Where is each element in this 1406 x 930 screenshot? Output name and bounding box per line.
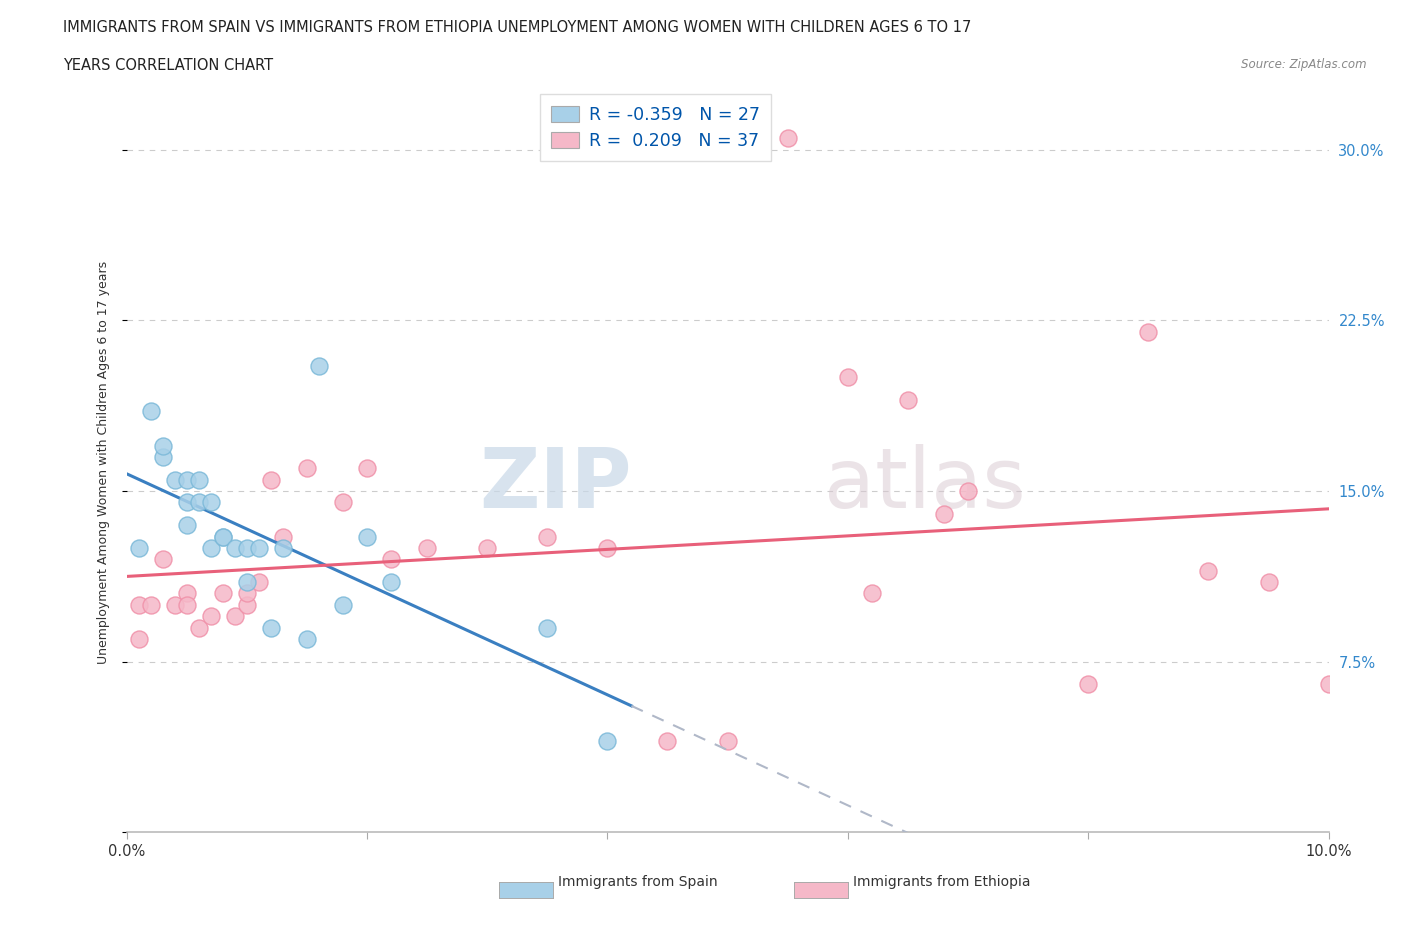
Point	[260, 472, 283, 487]
Y-axis label: Unemployment Among Women with Children Ages 6 to 17 years: Unemployment Among Women with Children A…	[97, 261, 110, 664]
Text: ZIP: ZIP	[479, 445, 631, 525]
Point	[475, 540, 498, 555]
Point	[128, 597, 150, 612]
Point	[176, 597, 198, 612]
Text: Immigrants from Spain: Immigrants from Spain	[558, 874, 718, 889]
Point	[187, 620, 209, 635]
Point	[837, 370, 859, 385]
Point	[356, 461, 378, 476]
Legend: R = -0.359   N = 27, R =  0.209   N = 37: R = -0.359 N = 27, R = 0.209 N = 37	[540, 94, 772, 161]
Point	[380, 551, 402, 566]
Point	[235, 597, 259, 612]
Point	[380, 575, 402, 590]
Point	[1257, 575, 1279, 590]
Point	[139, 597, 162, 612]
Point	[176, 586, 198, 601]
Point	[235, 575, 259, 590]
Point	[271, 529, 294, 544]
Point	[176, 518, 198, 533]
Text: Source: ZipAtlas.com: Source: ZipAtlas.com	[1241, 58, 1367, 71]
Point	[536, 620, 558, 635]
Point	[152, 551, 174, 566]
Point	[932, 507, 955, 522]
Point	[332, 495, 354, 510]
Text: YEARS CORRELATION CHART: YEARS CORRELATION CHART	[63, 58, 273, 73]
Point	[200, 609, 222, 624]
Point	[211, 529, 233, 544]
Text: atlas: atlas	[824, 445, 1025, 525]
Point	[596, 540, 619, 555]
Point	[271, 540, 294, 555]
Point	[356, 529, 378, 544]
Point	[224, 609, 246, 624]
Point	[235, 540, 259, 555]
Point	[776, 131, 799, 146]
Point	[1137, 325, 1160, 339]
Point	[211, 586, 233, 601]
Point	[897, 392, 920, 407]
Point	[596, 734, 619, 749]
Point	[176, 495, 198, 510]
Point	[128, 631, 150, 646]
Point	[235, 586, 259, 601]
Point	[295, 631, 318, 646]
Point	[247, 575, 270, 590]
Point	[536, 529, 558, 544]
Point	[211, 529, 233, 544]
Point	[416, 540, 439, 555]
Point	[163, 472, 186, 487]
Point	[200, 495, 222, 510]
Point	[224, 540, 246, 555]
Point	[308, 359, 330, 374]
Point	[260, 620, 283, 635]
Point	[128, 540, 150, 555]
Text: IMMIGRANTS FROM SPAIN VS IMMIGRANTS FROM ETHIOPIA UNEMPLOYMENT AMONG WOMEN WITH : IMMIGRANTS FROM SPAIN VS IMMIGRANTS FROM…	[63, 20, 972, 35]
Point	[139, 404, 162, 418]
Point	[716, 734, 740, 749]
Point	[152, 449, 174, 464]
Text: Immigrants from Ethiopia: Immigrants from Ethiopia	[853, 874, 1031, 889]
Point	[657, 734, 679, 749]
Point	[152, 438, 174, 453]
Point	[332, 597, 354, 612]
Point	[1077, 677, 1099, 692]
Point	[295, 461, 318, 476]
Point	[200, 540, 222, 555]
Point	[187, 495, 209, 510]
Point	[163, 597, 186, 612]
Point	[1317, 677, 1340, 692]
Point	[956, 484, 979, 498]
Point	[1197, 564, 1219, 578]
Point	[176, 472, 198, 487]
Point	[860, 586, 883, 601]
Point	[187, 472, 209, 487]
Point	[247, 540, 270, 555]
